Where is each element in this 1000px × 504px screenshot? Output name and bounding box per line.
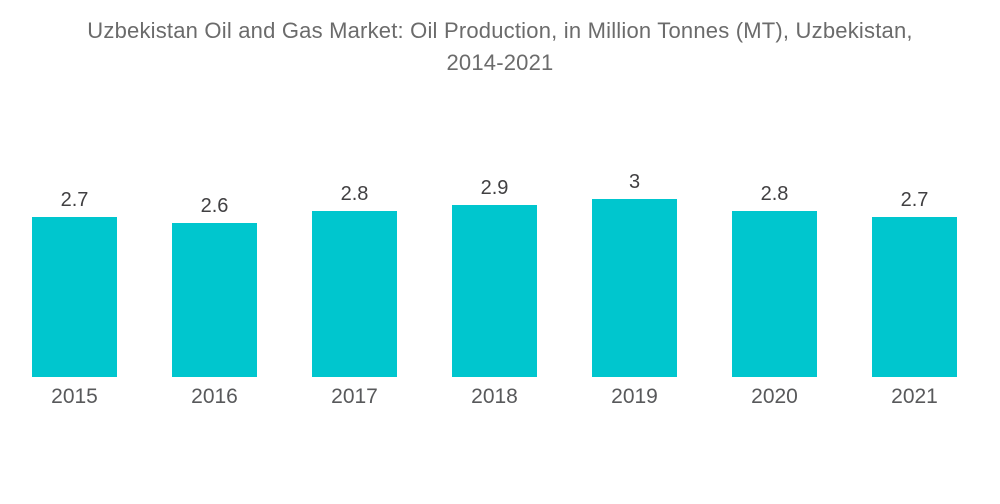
chart-title-line-2: 2014-2021 bbox=[446, 50, 554, 75]
bar-2015 bbox=[32, 217, 117, 377]
chart-title-line-1: Uzbekistan Oil and Gas Market: Oil Produ… bbox=[87, 18, 913, 43]
bar-value-label-2016: 2.6 bbox=[200, 195, 229, 217]
bar-value-label-2018: 2.9 bbox=[480, 177, 509, 199]
x-axis-label-2016: 2016 bbox=[191, 385, 238, 408]
bar-value-label-2015: 2.7 bbox=[60, 189, 89, 211]
bar-2017 bbox=[312, 211, 397, 377]
bar-2019 bbox=[592, 199, 677, 377]
x-axis-label-2015: 2015 bbox=[51, 385, 98, 408]
bar-2021 bbox=[872, 217, 957, 377]
x-axis-label-2018: 2018 bbox=[471, 385, 518, 408]
bar-value-label-2021: 2.7 bbox=[900, 189, 929, 211]
bar-2018 bbox=[452, 205, 537, 377]
bar-2020 bbox=[732, 211, 817, 377]
bar-2016 bbox=[172, 223, 257, 377]
x-axis-label-2021: 2021 bbox=[891, 385, 938, 408]
x-axis-label-2020: 2020 bbox=[751, 385, 798, 408]
bar-value-label-2019: 3 bbox=[628, 171, 641, 193]
bar-value-label-2020: 2.8 bbox=[760, 183, 789, 205]
x-axis-label-2019: 2019 bbox=[611, 385, 658, 408]
chart-title: Uzbekistan Oil and Gas Market: Oil Produ… bbox=[30, 15, 970, 79]
bar-value-label-2017: 2.8 bbox=[340, 183, 369, 205]
x-axis-label-2017: 2017 bbox=[331, 385, 378, 408]
